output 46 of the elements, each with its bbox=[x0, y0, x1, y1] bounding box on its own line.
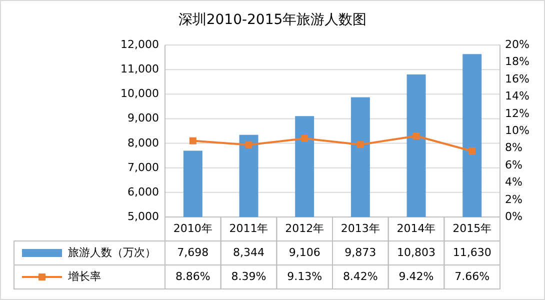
data-label: 8.39% bbox=[231, 270, 266, 284]
x-tick-label: 2014年 bbox=[396, 222, 436, 236]
y-tick-label: 8,000 bbox=[128, 136, 159, 150]
x-tick-label: 2012年 bbox=[285, 222, 324, 236]
data-label: 9.42% bbox=[398, 270, 434, 284]
data-label: 8,344 bbox=[233, 246, 264, 260]
y2-tick-label: 18% bbox=[505, 55, 530, 68]
point bbox=[189, 137, 196, 144]
data-label: 9.13% bbox=[287, 270, 322, 284]
x-tick-label: 2013年 bbox=[340, 222, 380, 236]
y-tick-label: 7,000 bbox=[128, 160, 159, 174]
point bbox=[245, 141, 252, 148]
chart-title: 深圳2010-2015年旅游人数图 bbox=[178, 12, 367, 28]
point bbox=[468, 148, 476, 155]
x-tick-label: 2011年 bbox=[229, 222, 268, 236]
data-label: 11,630 bbox=[452, 246, 492, 260]
y-tick-label: 5,000 bbox=[128, 210, 159, 224]
y2-tick-label: 8% bbox=[505, 141, 522, 154]
y-tick-label: 12,000 bbox=[120, 38, 159, 52]
data-label: 7.66% bbox=[454, 270, 490, 284]
y-tick-label: 10,000 bbox=[120, 87, 159, 100]
y2-tick-label: 0% bbox=[505, 210, 522, 224]
data-label: 9,873 bbox=[344, 246, 376, 260]
y2-tick-label: 12% bbox=[505, 106, 530, 120]
y2-tick-label: 16% bbox=[505, 72, 530, 86]
y2-tick-label: 4% bbox=[505, 176, 522, 189]
legend-label: 旅游人数（万次） bbox=[68, 246, 156, 260]
data-label: 10,803 bbox=[397, 246, 436, 260]
data-label: 7,698 bbox=[177, 246, 209, 260]
y2-tick-label: 10% bbox=[505, 124, 530, 138]
data-label: 9,106 bbox=[288, 246, 320, 260]
y2-tick-label: 20% bbox=[505, 38, 530, 52]
y2-tick-label: 2% bbox=[505, 192, 522, 206]
data-label: 8.42% bbox=[342, 270, 378, 284]
data-label: 8.86% bbox=[175, 270, 210, 284]
x-tick-label: 2010年 bbox=[173, 222, 212, 236]
y-tick-label: 6,000 bbox=[128, 185, 159, 198]
point bbox=[301, 134, 308, 142]
legend-label: 增长率 bbox=[67, 270, 101, 284]
y2-tick-label: 14% bbox=[505, 90, 530, 103]
y2-tick-label: 6% bbox=[505, 158, 522, 172]
x-tick-label: 2015年 bbox=[452, 222, 492, 236]
y-tick-label: 11,000 bbox=[120, 62, 159, 76]
point bbox=[356, 141, 364, 148]
y-tick-label: 9,000 bbox=[128, 112, 159, 125]
point bbox=[412, 132, 420, 140]
